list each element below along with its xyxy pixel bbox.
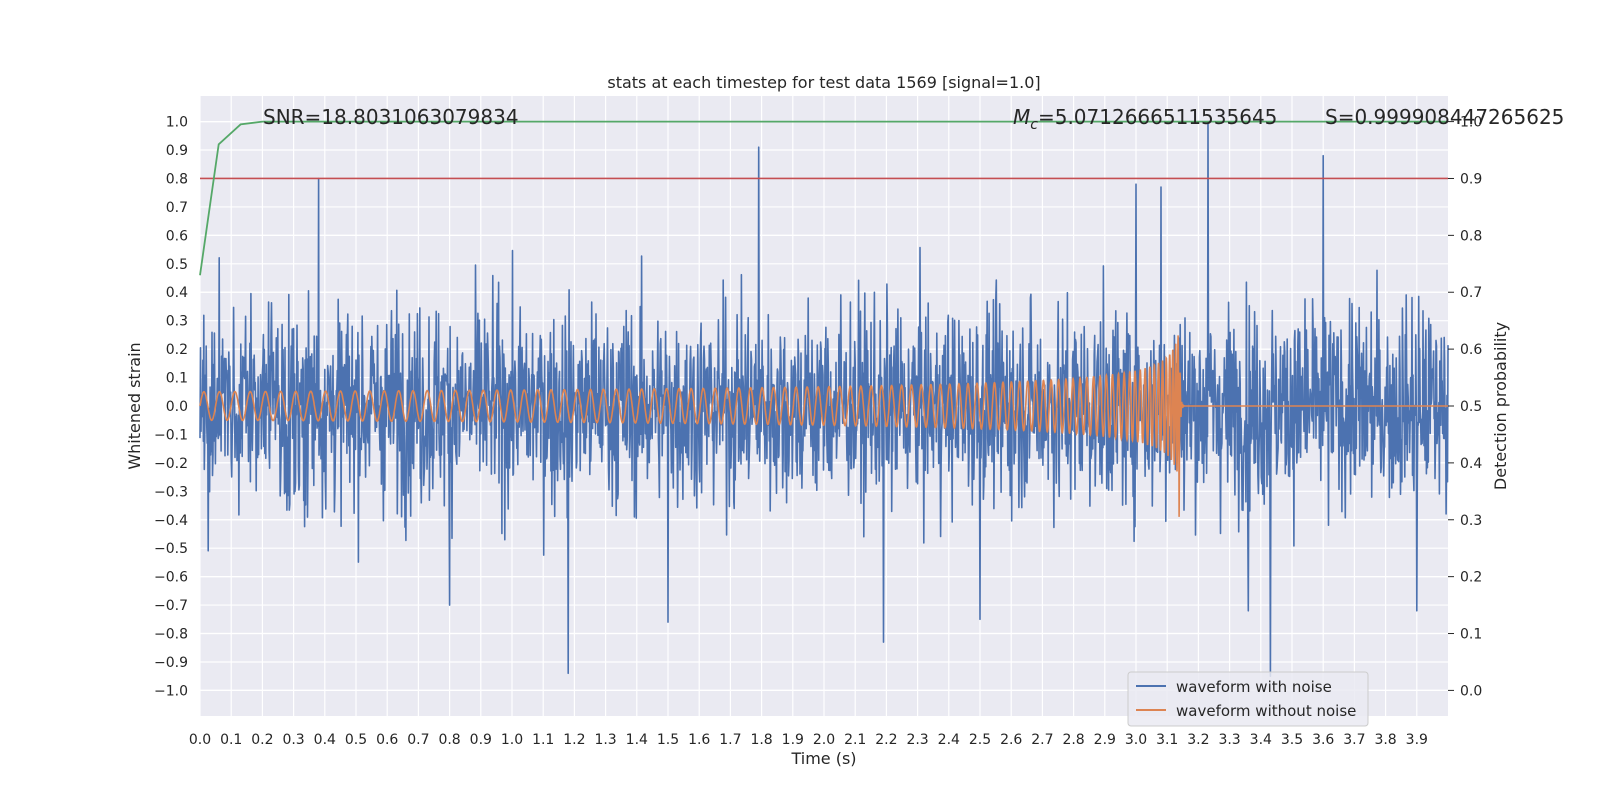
x-tick-label: 0.4 — [314, 732, 336, 748]
y-tick-label: −0.6 — [154, 570, 188, 586]
x-tick-label: 2.2 — [875, 732, 897, 748]
plot-area — [199, 120, 1449, 677]
x-tick-label: 2.1 — [844, 732, 866, 748]
y-axis-label: Whitened strain — [125, 342, 144, 469]
y2-tick-label: 0.8 — [1460, 228, 1482, 244]
x-tick-label: 3.4 — [1250, 732, 1272, 748]
mc-subscript: c — [1030, 117, 1038, 133]
x-tick-label: 0.9 — [470, 732, 492, 748]
x-tick-label: 1.8 — [750, 732, 772, 748]
series-waveform-with-noise — [199, 120, 1449, 677]
y-tick-label: 0.0 — [166, 399, 188, 415]
x-tick-label: 1.1 — [532, 732, 554, 748]
y-tick-label: 0.9 — [166, 143, 188, 159]
x-tick-label: 0.2 — [251, 732, 273, 748]
y-tick-label: −0.5 — [154, 541, 188, 557]
legend-label-noise: waveform with noise — [1176, 678, 1332, 696]
x-tick-label: 2.5 — [969, 732, 991, 748]
x-tick-label: 2.8 — [1062, 732, 1084, 748]
y2-tick-label: 0.1 — [1460, 627, 1482, 643]
snr-annotation: SNR=18.8031063079834 — [263, 105, 519, 129]
y2-tick-label: 0.0 — [1460, 683, 1482, 699]
y-tick-label: −0.4 — [154, 513, 188, 529]
y2-tick-label: 0.6 — [1460, 342, 1482, 358]
x-tick-label: 3.9 — [1406, 732, 1428, 748]
x-tick-label: 3.5 — [1281, 732, 1303, 748]
x-tick-label: 1.0 — [501, 732, 523, 748]
x-tick-label: 0.3 — [282, 732, 304, 748]
x-tick-label: 3.8 — [1374, 732, 1396, 748]
x-tick-label: 1.4 — [626, 732, 648, 748]
mc-value: =5.0712666511535645 — [1038, 105, 1277, 129]
mc-annotation: Mc=5.0712666511535645 — [1013, 105, 1277, 133]
x-tick-label: 0.5 — [345, 732, 367, 748]
legend: waveform with noise waveform without noi… — [1127, 671, 1369, 727]
y-tick-label: 0.3 — [166, 314, 188, 330]
x-tick-label: 1.7 — [719, 732, 741, 748]
x-tick-label: 3.1 — [1156, 732, 1178, 748]
y-tick-label: 0.4 — [166, 285, 188, 301]
y-tick-label: −0.2 — [154, 456, 188, 472]
x-tick-label: 2.9 — [1094, 732, 1116, 748]
y2-tick-label: 0.9 — [1460, 171, 1482, 187]
x-tick-label: 2.6 — [1000, 732, 1022, 748]
y-tick-label: −1.0 — [154, 683, 188, 699]
legend-box — [1127, 671, 1369, 727]
y2-tick-label: 0.7 — [1460, 285, 1482, 301]
y2-tick-label: 1.0 — [1460, 115, 1482, 131]
x-tick-label: 2.3 — [906, 732, 928, 748]
y-tick-label: 0.7 — [166, 200, 188, 216]
s-annotation: S=0.999908447265625 — [1325, 105, 1564, 129]
y-tick-label: 1.0 — [166, 115, 188, 131]
x-tick-label: 3.7 — [1343, 732, 1365, 748]
y-tick-label: 0.2 — [166, 342, 188, 358]
x-axis-label: Time (s) — [790, 749, 856, 768]
y2-tick-label: 0.5 — [1460, 399, 1482, 415]
y-tick-label: −0.7 — [154, 598, 188, 614]
x-tick-label: 1.5 — [657, 732, 679, 748]
series-detection-probability — [199, 120, 1448, 276]
y2-tick-label: 0.2 — [1460, 570, 1482, 586]
series-waveform-without-noise — [199, 335, 1185, 517]
x-tick-label: 3.3 — [1218, 732, 1240, 748]
x-tick-label: 2.4 — [938, 732, 960, 748]
x-tick-label: 1.3 — [594, 732, 616, 748]
x-tick-label: 3.0 — [1125, 732, 1147, 748]
x-tick-label: 2.7 — [1031, 732, 1053, 748]
chart-title: stats at each timestep for test data 156… — [607, 73, 1040, 92]
y-tick-label: 0.6 — [166, 228, 188, 244]
x-tick-label: 0.6 — [376, 732, 398, 748]
legend-label-clean: waveform without noise — [1176, 702, 1356, 720]
y-tick-label: −0.3 — [154, 484, 188, 500]
x-tick-label: 2.0 — [813, 732, 835, 748]
y-tick-label: −0.8 — [154, 627, 188, 643]
y-tick-label: 0.5 — [166, 257, 188, 273]
y-tick-label: −0.9 — [154, 655, 188, 671]
x-tick-label: 1.6 — [688, 732, 710, 748]
x-tick-label: 1.2 — [563, 732, 585, 748]
x-tick-label: 3.2 — [1187, 732, 1209, 748]
axes: 0.0 0.1 0.2 0.3 0.4 0.5 0.6 0.7 0.8 0.9 1.0 1.1 1.2 1… — [154, 115, 1482, 748]
y-tick-label: 0.1 — [166, 371, 188, 387]
x-tick-label: 1.9 — [782, 732, 804, 748]
x-tick-label: 0.1 — [220, 732, 242, 748]
x-tick-label: 0.0 — [189, 732, 211, 748]
x-tick-label: 0.7 — [407, 732, 429, 748]
x-tick-label: 0.8 — [438, 732, 460, 748]
mc-symbol: M — [1013, 105, 1030, 129]
y2-axis-label: Detection probability — [1491, 322, 1510, 490]
y-tick-label: −0.1 — [154, 427, 188, 443]
x-tick-label: 3.6 — [1312, 732, 1334, 748]
y2-tick-label: 0.4 — [1460, 456, 1482, 472]
y2-tick-label: 0.3 — [1460, 513, 1482, 529]
y-tick-label: 0.8 — [166, 171, 188, 187]
